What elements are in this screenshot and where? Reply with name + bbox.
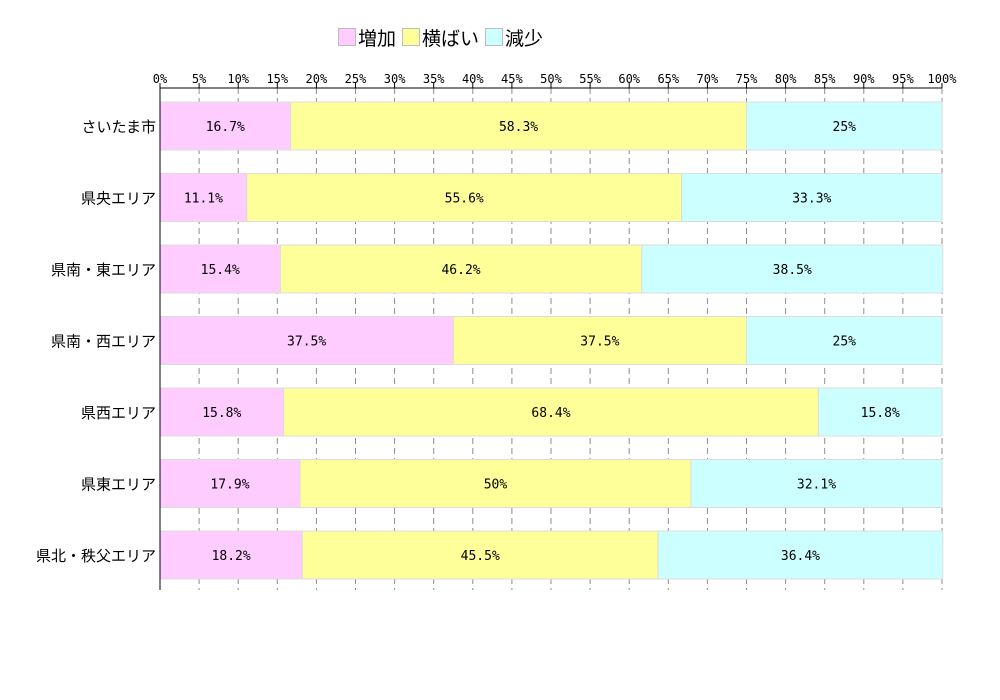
x-tick-label: 50% [540, 72, 562, 86]
data-label: 15.8% [202, 406, 241, 421]
category-label: 県西エリア [81, 404, 156, 422]
category-label: さいたま市 [81, 118, 156, 136]
bar-segment [452, 316, 747, 365]
bar-segment [681, 173, 943, 222]
data-label: 58.3% [499, 120, 538, 135]
data-label: 37.5% [580, 335, 619, 350]
legend: 増加 横ばい 減少 [338, 24, 543, 50]
data-label: 11.1% [184, 192, 223, 207]
legend-item-decrease: 減少 [485, 24, 543, 51]
x-tick-label: 45% [501, 72, 523, 86]
x-tick-label: 15% [266, 72, 288, 86]
data-label: 68.4% [531, 406, 570, 421]
data-label: 25% [833, 335, 857, 350]
data-label: 32.1% [797, 478, 836, 493]
bar-segment [159, 101, 292, 151]
x-tick-label: 20% [306, 72, 328, 86]
x-tick-label: 80% [775, 72, 797, 86]
category-label: 県央エリア [81, 190, 156, 208]
bar-segment [283, 387, 819, 437]
data-label: 16.7% [206, 120, 245, 135]
legend-label-increase: 増加 [358, 27, 397, 50]
bar-segment [279, 244, 643, 294]
x-tick-label: 100% [928, 72, 958, 86]
legend-label-flat: 横ばい [422, 27, 480, 50]
legend-label-decrease: 減少 [505, 27, 544, 50]
bar-segment [817, 387, 943, 437]
data-label: 38.5% [773, 263, 812, 278]
legend-swatch-increase [338, 28, 356, 46]
x-tick-label: 70% [697, 72, 719, 86]
x-tick-label: 75% [736, 72, 758, 86]
legend-swatch-flat [402, 28, 421, 46]
bar-segment [301, 530, 659, 580]
x-tick-label: 35% [423, 72, 445, 86]
data-label: 46.2% [441, 263, 480, 278]
x-tick-label: 55% [579, 72, 601, 86]
data-label: 15.8% [861, 406, 900, 421]
legend-item-increase: 増加 [338, 24, 396, 51]
x-tick-label: 90% [853, 72, 875, 86]
bar-segment [746, 316, 943, 365]
data-label: 36.4% [781, 549, 820, 564]
data-label: 17.9% [210, 478, 249, 493]
bar-segment [159, 459, 301, 508]
x-tick-label: 25% [345, 72, 367, 86]
bar-segment [641, 244, 944, 294]
data-label: 33.3% [792, 192, 831, 207]
category-label: 県南・西エリア [51, 333, 156, 351]
x-tick-label: 95% [892, 72, 914, 86]
x-tick-label: 10% [227, 72, 249, 86]
data-label: 37.5% [287, 335, 326, 350]
bar-segment [246, 173, 683, 222]
bar-segment [159, 316, 454, 365]
x-tick-label: 30% [384, 72, 406, 86]
data-label: 15.4% [201, 263, 240, 278]
category-label: 県南・東エリア [51, 261, 156, 279]
x-tick-label: 60% [618, 72, 640, 86]
legend-swatch-decrease [485, 28, 504, 46]
bar-segment [159, 530, 303, 580]
data-label: 25% [833, 120, 857, 135]
data-label: 18.2% [212, 549, 251, 564]
data-label: 55.6% [445, 192, 484, 207]
bar-segment [657, 530, 944, 580]
x-tick-label: 65% [657, 72, 679, 86]
x-tick-label: 0% [153, 72, 168, 86]
data-label: 45.5% [461, 549, 500, 564]
category-label: 県東エリア [81, 476, 156, 494]
x-tick-label: 85% [814, 72, 836, 86]
bar-segment [746, 101, 943, 151]
category-label: 県北・秩父エリア [36, 547, 156, 565]
x-tick-label: 5% [192, 72, 207, 86]
bar-segment [159, 244, 281, 294]
x-tick-label: 40% [462, 72, 484, 86]
data-label: 50% [484, 478, 508, 493]
bar-segment [159, 387, 285, 437]
bar-segment [299, 459, 692, 508]
bar-segment [690, 459, 943, 508]
legend-item-flat: 横ばい [402, 24, 479, 51]
